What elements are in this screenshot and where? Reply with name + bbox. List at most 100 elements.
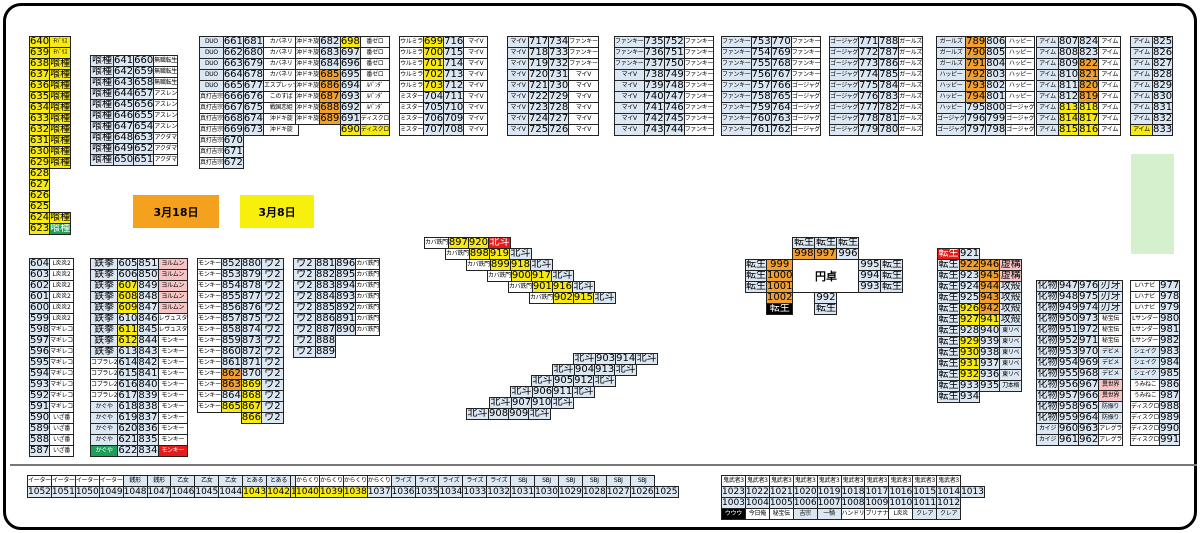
machine-number[interactable]: 846: [137, 313, 159, 325]
machine-number[interactable]: 947: [1057, 280, 1080, 292]
machine-number[interactable]: 933: [958, 380, 981, 392]
machine-number[interactable]: 729: [548, 91, 570, 103]
machine-number[interactable]: 722: [527, 91, 550, 103]
machine-number[interactable]: 772: [858, 47, 880, 59]
machine-number[interactable]: 941: [979, 314, 1001, 326]
machine-number[interactable]: 655: [133, 110, 155, 122]
machine-number[interactable]: 633: [28, 113, 51, 125]
machine-number[interactable]: 643: [112, 77, 135, 89]
machine-number[interactable]: 757: [750, 80, 772, 92]
machine-number[interactable]: 778: [858, 113, 880, 125]
machine-number[interactable]: 675: [242, 102, 265, 114]
machine-number[interactable]: 714: [443, 58, 465, 70]
machine-number[interactable]: 607: [117, 280, 139, 292]
machine-number[interactable]: 928: [958, 325, 981, 337]
machine-number[interactable]: 692: [339, 102, 361, 114]
machine-number[interactable]: 986: [1159, 379, 1181, 391]
machine-number[interactable]: 744: [663, 124, 685, 136]
machine-number[interactable]: 966: [1078, 390, 1100, 402]
machine-number[interactable]: 665: [222, 80, 244, 92]
machine-number[interactable]: 603: [28, 269, 51, 281]
machine-number[interactable]: 737: [643, 58, 665, 70]
machine-number[interactable]: 719: [527, 58, 550, 70]
machine-number[interactable]: 782: [878, 102, 900, 114]
machine-number[interactable]: 602: [28, 280, 51, 292]
machine-number[interactable]: 648: [112, 132, 135, 144]
machine-number[interactable]: 610: [117, 313, 139, 325]
machine-number[interactable]: 699: [422, 36, 445, 48]
machine-number[interactable]: 613: [117, 346, 139, 358]
machine-number[interactable]: 980: [1159, 313, 1181, 325]
machine-number[interactable]: 955: [1057, 368, 1080, 380]
machine-number[interactable]: 590: [28, 412, 51, 424]
machine-number[interactable]: 881: [314, 258, 337, 270]
machine-number[interactable]: 1019: [816, 486, 842, 498]
machine-number[interactable]: 861: [220, 357, 242, 369]
machine-number[interactable]: 946: [979, 259, 1001, 271]
machine-number[interactable]: 903: [594, 353, 617, 365]
machine-number[interactable]: 829: [1151, 80, 1174, 92]
machine-number[interactable]: 730: [548, 80, 570, 92]
machine-number[interactable]: 888: [314, 335, 337, 347]
machine-number[interactable]: 859: [220, 335, 242, 347]
machine-number[interactable]: 1018: [840, 486, 866, 498]
machine-number[interactable]: 798: [985, 124, 1007, 136]
machine-number[interactable]: 803: [985, 69, 1007, 81]
machine-number[interactable]: 795: [965, 102, 987, 114]
machine-number[interactable]: 682: [318, 36, 341, 48]
machine-number[interactable]: 896: [335, 258, 357, 270]
machine-number[interactable]: 921: [958, 248, 981, 260]
machine-number[interactable]: 848: [137, 291, 159, 303]
machine-number[interactable]: 853: [220, 269, 242, 281]
machine-number[interactable]: 794: [965, 91, 987, 103]
machine-number[interactable]: 751: [663, 47, 685, 59]
machine-number[interactable]: 943: [979, 292, 1001, 304]
machine-number[interactable]: 732: [548, 58, 570, 70]
machine-number[interactable]: 611: [117, 324, 139, 336]
machine-number[interactable]: 620: [117, 423, 139, 435]
machine-number[interactable]: 818: [1078, 102, 1100, 114]
machine-number[interactable]: 1027: [605, 486, 631, 498]
machine-number[interactable]: 956: [1057, 379, 1080, 391]
machine-number[interactable]: 600: [28, 302, 51, 314]
machine-number[interactable]: 591: [28, 401, 51, 413]
machine-number[interactable]: 704: [422, 91, 445, 103]
machine-number[interactable]: 926: [958, 303, 981, 315]
machine-number[interactable]: 904: [573, 364, 596, 376]
machine-number[interactable]: 747: [663, 91, 685, 103]
machine-number[interactable]: 889: [314, 346, 337, 358]
machine-number[interactable]: 963: [1078, 423, 1100, 435]
machine-number[interactable]: 808: [1057, 47, 1080, 59]
machine-number[interactable]: 1029: [557, 486, 583, 498]
machine-number[interactable]: 764: [770, 102, 792, 114]
seat-number[interactable]: 992: [814, 292, 838, 304]
machine-number[interactable]: 651: [133, 154, 155, 166]
machine-number[interactable]: 658: [133, 77, 155, 89]
machine-number[interactable]: 830: [1151, 91, 1174, 103]
machine-number[interactable]: 890: [335, 324, 357, 336]
machine-number[interactable]: 950: [1057, 313, 1080, 325]
machine-number[interactable]: 812: [1057, 91, 1080, 103]
machine-number[interactable]: 775: [858, 80, 880, 92]
machine-number[interactable]: 598: [28, 324, 51, 336]
machine-number[interactable]: 1003: [721, 497, 746, 509]
machine-number[interactable]: 758: [750, 91, 772, 103]
machine-number[interactable]: 697: [339, 47, 361, 59]
machine-number[interactable]: 1026: [629, 486, 655, 498]
machine-number[interactable]: 771: [858, 36, 880, 48]
machine-number[interactable]: 1050: [74, 486, 100, 498]
machine-number[interactable]: 615: [117, 368, 139, 380]
machine-number[interactable]: 783: [878, 91, 900, 103]
machine-number[interactable]: 750: [663, 58, 685, 70]
machine-number[interactable]: 746: [663, 102, 685, 114]
machine-number[interactable]: 815: [1057, 124, 1080, 136]
machine-number[interactable]: 621: [117, 434, 139, 446]
machine-number[interactable]: 894: [335, 280, 357, 292]
seat-number[interactable]: 997: [814, 248, 838, 260]
machine-number[interactable]: 952: [1057, 335, 1080, 347]
machine-number[interactable]: 866: [240, 412, 263, 424]
machine-number[interactable]: 759: [750, 102, 772, 114]
machine-number[interactable]: 958: [1057, 401, 1080, 413]
machine-number[interactable]: 959: [1057, 412, 1080, 424]
machine-number[interactable]: 836: [137, 423, 159, 435]
